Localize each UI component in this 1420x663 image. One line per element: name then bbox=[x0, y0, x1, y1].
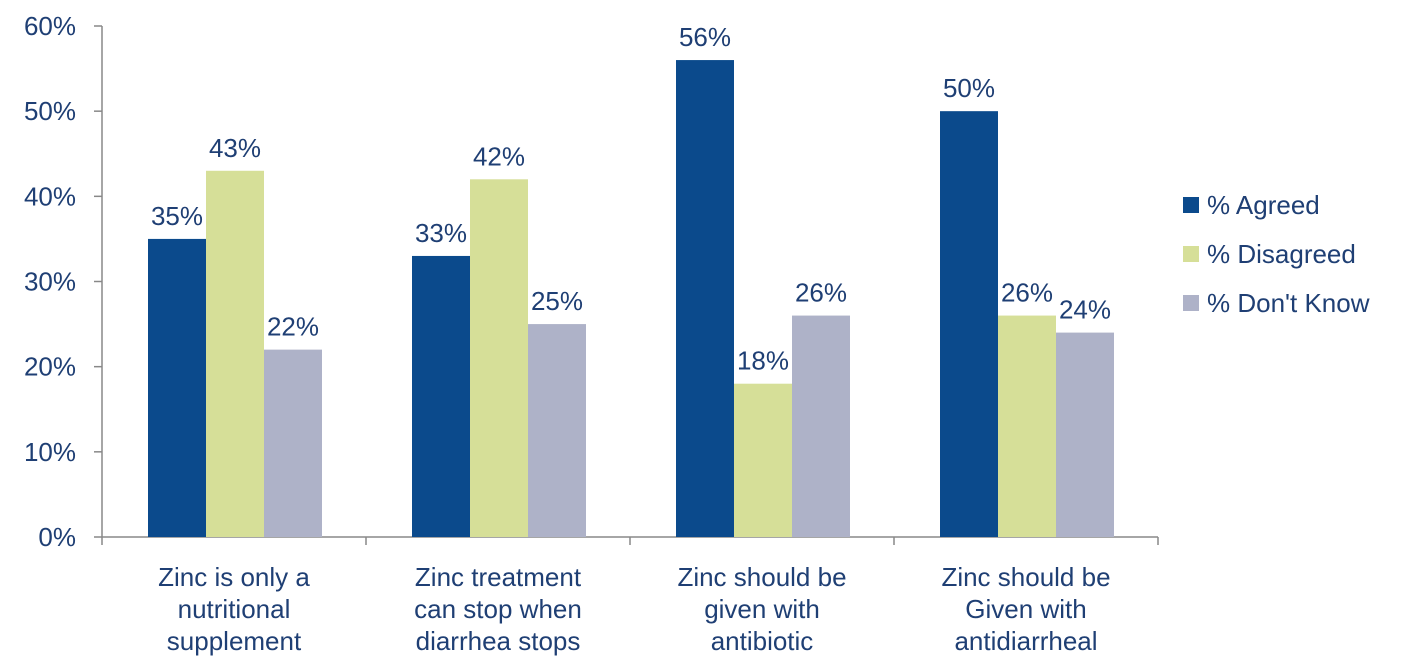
x-category-label-line: Zinc should be bbox=[941, 562, 1110, 592]
bar-don-t-know bbox=[792, 315, 850, 537]
x-category-label-line: Zinc should be bbox=[677, 562, 846, 592]
data-label: 43% bbox=[209, 133, 261, 163]
x-category-label-line: antibiotic bbox=[711, 626, 814, 656]
bar-disagreed bbox=[734, 383, 792, 537]
bar-disagreed bbox=[206, 170, 264, 538]
data-label: 56% bbox=[679, 22, 731, 52]
data-label: 24% bbox=[1059, 295, 1111, 325]
y-tick-label: 60% bbox=[24, 11, 76, 41]
y-tick-label: 20% bbox=[24, 352, 76, 382]
data-label: 35% bbox=[151, 201, 203, 231]
x-category-label-line: given with bbox=[704, 594, 820, 624]
legend-label: % Don't Know bbox=[1207, 288, 1370, 318]
x-category-label-line: nutritional bbox=[178, 594, 291, 624]
bar-agreed bbox=[412, 255, 470, 537]
bar-don-t-know bbox=[1056, 332, 1114, 537]
x-category-label-line: Given with bbox=[965, 594, 1086, 624]
bars bbox=[148, 60, 1114, 538]
legend: % Agreed % Disagreed % Don't Know bbox=[1183, 190, 1370, 318]
x-category-label: Zinc treatment can stop when diarrhea stop… bbox=[414, 562, 582, 656]
legend-label: % Disagreed bbox=[1207, 239, 1356, 269]
data-label: 42% bbox=[473, 141, 525, 171]
data-label: 26% bbox=[1001, 278, 1053, 308]
bar-agreed bbox=[148, 238, 206, 537]
y-tick-label: 10% bbox=[24, 437, 76, 467]
bar-don-t-know bbox=[528, 324, 586, 537]
bar-disagreed bbox=[470, 179, 528, 538]
y-tick-label: 0% bbox=[38, 522, 76, 552]
x-category-label-line: Zinc treatment bbox=[415, 562, 582, 592]
data-label: 22% bbox=[267, 312, 319, 342]
bar-agreed bbox=[940, 111, 998, 538]
y-tick-label: 40% bbox=[24, 181, 76, 211]
data-label: 50% bbox=[943, 73, 995, 103]
y-tick-label: 50% bbox=[24, 96, 76, 126]
data-labels: 35%33%56%50%43% 42%18%26%22%25% 26%24% bbox=[151, 22, 1111, 376]
data-label: 26% bbox=[795, 278, 847, 308]
legend-swatch bbox=[1183, 246, 1199, 262]
x-category-label-line: supplement bbox=[167, 626, 302, 656]
bar-disagreed bbox=[998, 315, 1056, 537]
data-label: 18% bbox=[737, 346, 789, 376]
x-category-label-line: antidiarrheal bbox=[954, 626, 1097, 656]
x-category-label-line: diarrhea stops bbox=[416, 626, 581, 656]
axes: 0% 10% 20% 30% 40% 50% 60% Zinc is only a nutrit… bbox=[24, 11, 1159, 656]
legend-label: % Agreed bbox=[1207, 190, 1320, 220]
x-category-label: Zinc is only a nutritional supplement bbox=[158, 562, 310, 656]
data-label: 33% bbox=[415, 218, 467, 248]
x-category-label-line: can stop when bbox=[414, 594, 582, 624]
x-category-label: Zinc should be Given with antidiarrheal bbox=[941, 562, 1110, 656]
bar-don-t-know bbox=[264, 349, 322, 537]
legend-swatch bbox=[1183, 197, 1199, 213]
legend-swatch bbox=[1183, 295, 1199, 311]
bar-agreed bbox=[676, 60, 734, 538]
x-category-label: Zinc should be given with antibiotic bbox=[677, 562, 846, 656]
data-label: 25% bbox=[531, 286, 583, 316]
y-tick-label: 30% bbox=[24, 267, 76, 297]
x-category-label-line: Zinc is only a bbox=[158, 562, 310, 592]
